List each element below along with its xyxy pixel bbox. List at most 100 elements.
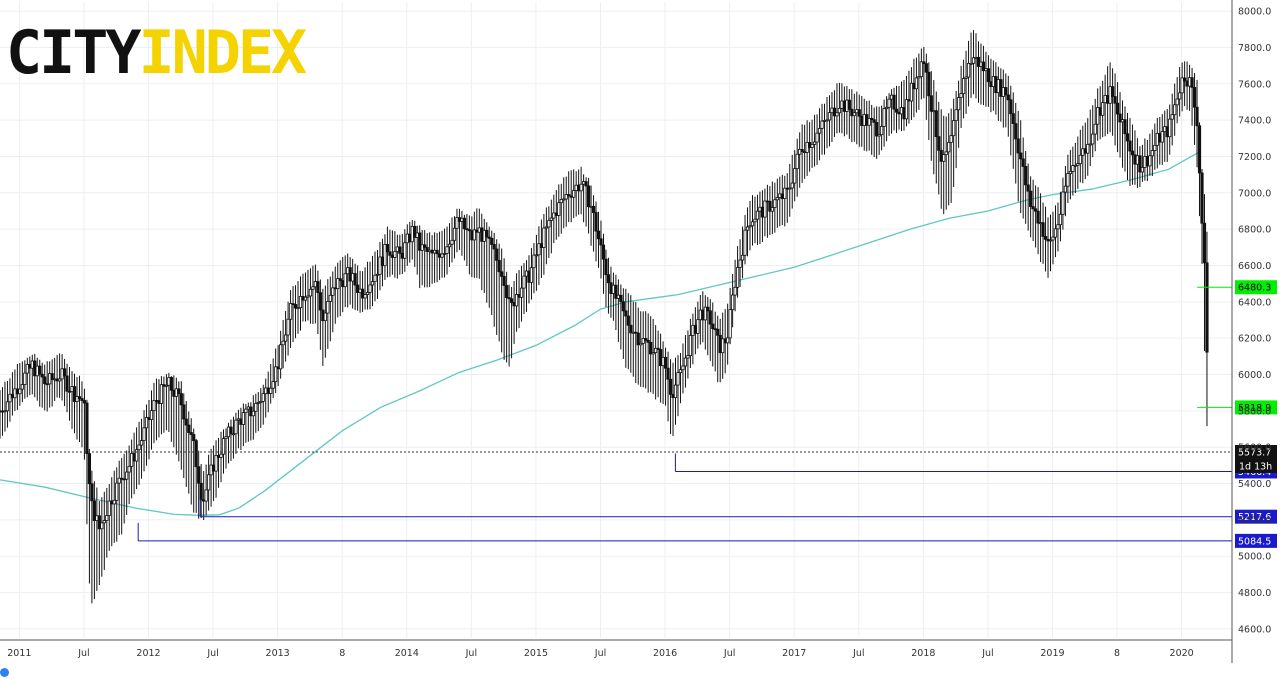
candle-body [95, 515, 99, 521]
candle-body [125, 471, 129, 480]
grid [0, 2, 1232, 638]
candle-body [154, 400, 159, 402]
candle-body [244, 408, 248, 414]
y-tick-label: 5800.0 [1238, 406, 1271, 417]
y-tick-label: 6000.0 [1238, 370, 1271, 381]
candle-body [1145, 156, 1149, 167]
candle-body [676, 372, 680, 386]
candle-body [902, 107, 906, 120]
candle-body [733, 286, 737, 296]
candle-body [659, 349, 663, 367]
candle-body [909, 82, 914, 102]
city-index-logo: CITYINDEX [6, 18, 307, 88]
candle-body [157, 400, 161, 404]
candle-body [30, 360, 34, 369]
candle-body [549, 217, 553, 221]
moving-average-line [0, 150, 1202, 516]
candle-body [80, 398, 84, 401]
candle-body [164, 384, 168, 387]
candle-body [502, 275, 506, 286]
candle-body [892, 94, 896, 110]
y-tick-label: 7200.0 [1238, 152, 1271, 163]
candle-body [1180, 77, 1184, 94]
y-tick-label: 7800.0 [1238, 43, 1271, 54]
candle-body [298, 296, 303, 309]
candle-body [45, 383, 49, 386]
candle-body [450, 239, 454, 245]
candle-body [661, 356, 665, 367]
candle-body [311, 286, 315, 290]
candle-body [87, 453, 92, 485]
y-tick-label: 7000.0 [1238, 188, 1271, 199]
candle-body [698, 309, 702, 321]
candle-body [142, 427, 146, 441]
candle-body [582, 181, 586, 185]
candle-body [281, 340, 285, 346]
candle-body [226, 426, 231, 438]
candle-body [703, 306, 707, 321]
candle-body [1021, 158, 1025, 167]
candle-body [1128, 140, 1132, 152]
candle-body [279, 344, 283, 370]
candle-body [639, 342, 643, 346]
x-tick-label: 2016 [653, 648, 677, 659]
candle-body [944, 151, 948, 155]
candle-body [966, 62, 971, 78]
candle-body [567, 194, 571, 197]
candle-body [701, 309, 705, 321]
candle-body [604, 258, 608, 276]
candle-body [952, 120, 956, 137]
x-tick-label: 2012 [136, 648, 160, 659]
candle-body [544, 226, 548, 229]
candle-body [358, 288, 362, 293]
candle-body [589, 205, 593, 208]
x-tick-label: 2015 [524, 648, 548, 659]
candle-body [58, 378, 62, 382]
candle-body [681, 365, 685, 371]
candle-body [236, 418, 241, 421]
price-tag-label: 5573.7 [1238, 447, 1271, 458]
candle-body [323, 312, 327, 322]
candle-body [385, 244, 390, 253]
candle-body [187, 424, 191, 433]
candle-body [999, 79, 1003, 97]
candle-body [957, 97, 961, 111]
candle-body [847, 99, 851, 110]
candle-body [760, 206, 765, 218]
candle-body [348, 267, 352, 282]
candle-body [798, 149, 802, 155]
candle-body [420, 244, 424, 251]
tradingview-icon[interactable] [0, 668, 9, 677]
candle-body [194, 440, 198, 468]
candle-body [683, 357, 688, 367]
candle-body [745, 226, 750, 231]
candle-body [1024, 166, 1028, 186]
candle-body [564, 194, 568, 200]
candle-body [3, 410, 7, 413]
candle-body [996, 79, 1000, 94]
candle-body [1173, 104, 1177, 116]
candle-body [1051, 236, 1055, 241]
moving-average-layer [0, 150, 1202, 516]
candle-body [691, 324, 695, 336]
candle-body [1061, 191, 1065, 215]
candle-body [668, 378, 673, 395]
x-tick-label: 2018 [911, 648, 935, 659]
candle-body [882, 108, 886, 127]
logo-city-text: CITY [6, 18, 141, 88]
candle-body [60, 368, 64, 380]
y-tick-label: 5000.0 [1238, 552, 1271, 563]
candle-body [1170, 114, 1174, 120]
candle-body [390, 254, 394, 258]
candle-body [234, 419, 238, 435]
candle-body [862, 114, 866, 126]
x-tick-label: 8 [1114, 648, 1120, 659]
candle-body [986, 68, 991, 83]
candle-body [654, 347, 658, 354]
candle-body [1118, 113, 1122, 123]
candle-body [321, 309, 325, 322]
candle-body [112, 499, 116, 505]
candle-body [271, 381, 275, 389]
